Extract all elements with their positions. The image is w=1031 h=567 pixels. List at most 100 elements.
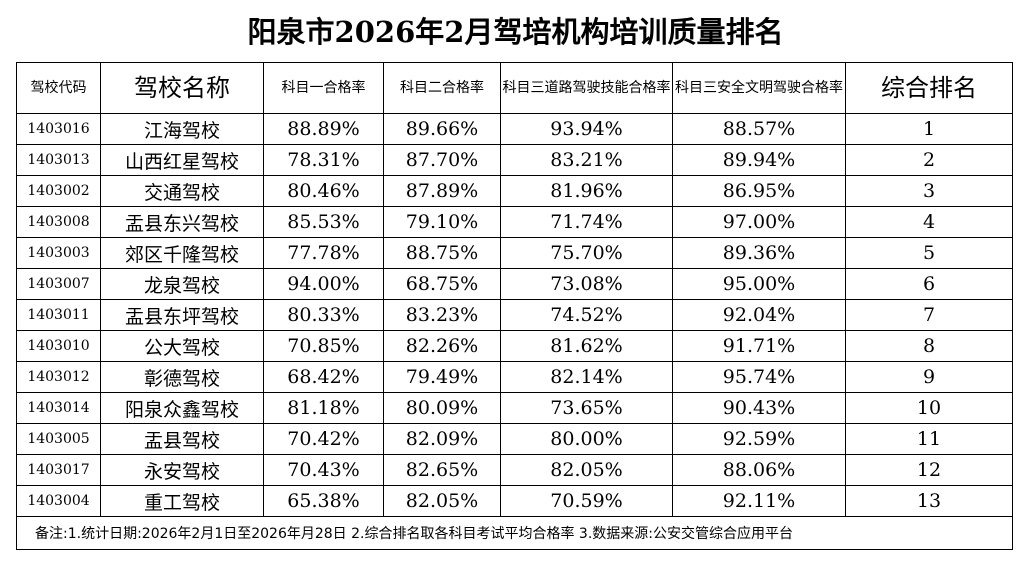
table-cell: 1403007: [16, 268, 101, 300]
table-cell: 10: [845, 392, 1013, 424]
table-cell: 1403017: [16, 454, 101, 486]
table-row: 1403010 公大驾校 70.85% 82.26% 81.62% 91.71% 8: [16, 330, 1013, 362]
table-cell: 95.74%: [672, 361, 846, 393]
table-cell: 盂县东坪驾校: [100, 299, 264, 331]
table-cell: 81.18%: [263, 392, 384, 424]
title: 阳泉市2026年2月驾培机构培训质量排名: [247, 15, 784, 49]
table-body: 驾校代码 驾校名称 科目一合格率 科目二合格率 科目三道路驾驶技能合格率 科目三安全文明驾…: [16, 62, 1013, 550]
table-cell: 85.53%: [263, 206, 384, 238]
table-cell: 80.33%: [263, 299, 384, 331]
table-cell: 82.05%: [383, 485, 501, 517]
table-cell: 7: [845, 299, 1013, 331]
table-cell: 77.78%: [263, 237, 384, 269]
table-cell: 88.75%: [383, 237, 501, 269]
table-cell: 1403004: [16, 485, 101, 517]
table-cell: 73.65%: [500, 392, 673, 424]
table-cell: 3: [845, 175, 1013, 207]
table-cell: 97.00%: [672, 206, 846, 238]
table-cell: 70.59%: [500, 485, 673, 517]
table-cell: 重工驾校: [100, 485, 264, 517]
table-row: 1403012 彰德驾校 68.42% 79.49% 82.14% 95.74% 9: [16, 361, 1013, 393]
table-cell: 88.89%: [263, 113, 384, 145]
table-cell: 2: [845, 144, 1013, 176]
table-cell: 82.65%: [383, 454, 501, 486]
table-cell: 65.38%: [263, 485, 384, 517]
table-cell: 80.00%: [500, 423, 673, 455]
column-header: 驾校代码: [16, 62, 101, 114]
table-cell: 80.46%: [263, 175, 384, 207]
table-cell: 盂县东兴驾校: [100, 206, 264, 238]
table-cell: 1403010: [16, 330, 101, 362]
column-header: 科目三道路驾驶技能合格率: [500, 62, 673, 114]
table-cell: 68.42%: [263, 361, 384, 393]
table-cell: 68.75%: [383, 268, 501, 300]
table-cell: 11: [845, 423, 1013, 455]
table-row: 1403008 盂县东兴驾校 85.53% 79.10% 71.74% 97.00% 4: [16, 206, 1013, 238]
table-cell: 5: [845, 237, 1013, 269]
table-cell: 永安驾校: [100, 454, 264, 486]
table-cell: 94.00%: [263, 268, 384, 300]
table-cell: 4: [845, 206, 1013, 238]
table-cell: 89.36%: [672, 237, 846, 269]
table-cell: 9: [845, 361, 1013, 393]
table-row: 1403003 郊区千隆驾校 77.78% 88.75% 75.70% 89.36% 5: [16, 237, 1013, 269]
table-cell: 73.08%: [500, 268, 673, 300]
table-cell: 1403011: [16, 299, 101, 331]
table-cell: 13: [845, 485, 1013, 517]
table-cell: 93.94%: [500, 113, 673, 145]
table-cell: 6: [845, 268, 1013, 300]
table-cell: 郊区千隆驾校: [100, 237, 264, 269]
table-row: 1403007 龙泉驾校 94.00% 68.75% 73.08% 95.00% 6: [16, 268, 1013, 300]
table-cell: 交通驾校: [100, 175, 264, 207]
table-row: 1403016 江海驾校 88.89% 89.66% 93.94% 88.57% 1: [16, 113, 1013, 145]
table-cell: 70.85%: [263, 330, 384, 362]
table-cell: 81.96%: [500, 175, 673, 207]
table-cell: 88.06%: [672, 454, 846, 486]
table-cell: 92.11%: [672, 485, 846, 517]
column-header: 科目三安全文明驾驶合格率: [672, 62, 846, 114]
table-cell: 1403005: [16, 423, 101, 455]
table-row: 1403004 重工驾校 65.38% 82.05% 70.59% 92.11% 13: [16, 485, 1013, 517]
column-header: 驾校名称: [100, 62, 264, 114]
table-cell: 1403012: [16, 361, 101, 393]
table-cell: 79.10%: [383, 206, 501, 238]
table-cell: 彰德驾校: [100, 361, 264, 393]
table-cell: 92.04%: [672, 299, 846, 331]
table-row: 1403014 阳泉众鑫驾校 81.18% 80.09% 73.65% 90.43% 10: [16, 392, 1013, 424]
column-header: 综合排名: [845, 62, 1013, 114]
table-cell: 78.31%: [263, 144, 384, 176]
table-cell: 1403002: [16, 175, 101, 207]
table-cell: 83.21%: [500, 144, 673, 176]
header-row: 驾校代码 驾校名称 科目一合格率 科目二合格率 科目三道路驾驶技能合格率 科目三安全文明驾…: [16, 62, 1013, 114]
table-row: 1403013 山西红星驾校 78.31% 87.70% 83.21% 89.94% 2: [16, 144, 1013, 176]
column-header: 科目一合格率: [263, 62, 384, 114]
table-cell: 阳泉众鑫驾校: [100, 392, 264, 424]
table-cell: 83.23%: [383, 299, 501, 331]
table-cell: 龙泉驾校: [100, 268, 264, 300]
table-cell: 1403008: [16, 206, 101, 238]
table-cell: 86.95%: [672, 175, 846, 207]
table-cell: 87.70%: [383, 144, 501, 176]
table-cell: 89.66%: [383, 113, 501, 145]
table-cell: 盂县驾校: [100, 423, 264, 455]
table-cell: 81.62%: [500, 330, 673, 362]
table-cell: 1: [845, 113, 1013, 145]
note-row: 备注:1.统计日期:2026年2月1日至2026年月28日 2.综合排名取各科目…: [16, 516, 1013, 550]
ranking-table: 驾校代码 驾校名称 科目一合格率 科目二合格率 科目三道路驾驶技能合格率 科目三安全文明驾…: [16, 62, 1013, 550]
table-cell: 71.74%: [500, 206, 673, 238]
table-cell: 1403013: [16, 144, 101, 176]
table-cell: 1403016: [16, 113, 101, 145]
note: 备注:1.统计日期:2026年2月1日至2026年月28日 2.综合排名取各科目…: [16, 516, 1013, 550]
table-cell: 91.71%: [672, 330, 846, 362]
table-row: 1403017 永安驾校 70.43% 82.65% 82.05% 88.06% 12: [16, 454, 1013, 486]
table-row: 1403005 盂县驾校 70.42% 82.09% 80.00% 92.59% 11: [16, 423, 1013, 455]
table-cell: 82.26%: [383, 330, 501, 362]
table-cell: 87.89%: [383, 175, 501, 207]
table-cell: 公大驾校: [100, 330, 264, 362]
table-cell: 82.09%: [383, 423, 501, 455]
table-cell: 1403014: [16, 392, 101, 424]
table-cell: 75.70%: [500, 237, 673, 269]
table-cell: 89.94%: [672, 144, 846, 176]
table-row: 1403002 交通驾校 80.46% 87.89% 81.96% 86.95% 3: [16, 175, 1013, 207]
